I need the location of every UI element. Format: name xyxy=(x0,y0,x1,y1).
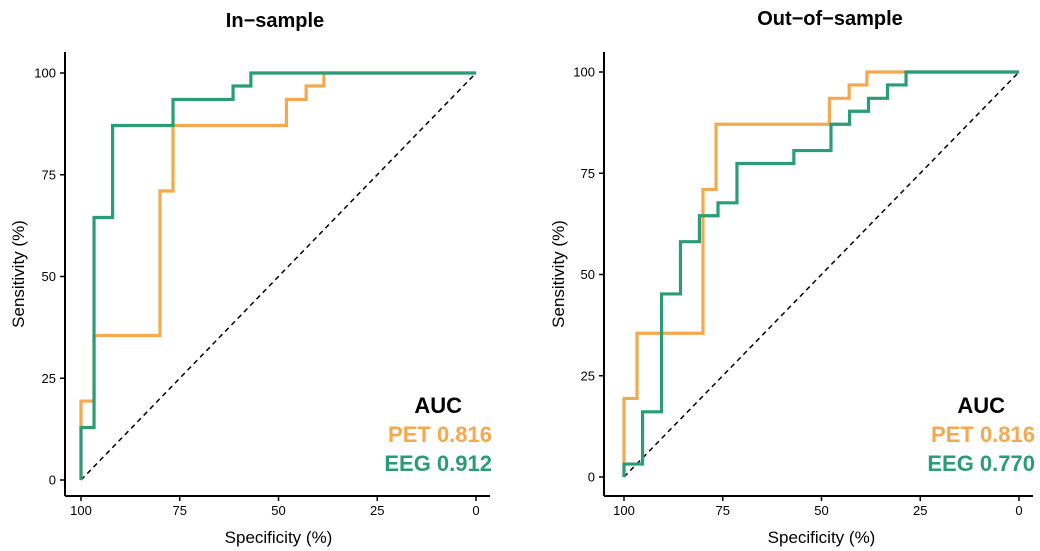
y-tick-label: 0 xyxy=(588,470,595,485)
y-axis-label: Sensitivity (%) xyxy=(9,220,28,328)
auc-legend-1: EEG 0.770 xyxy=(927,451,1035,476)
x-tick-label: 50 xyxy=(814,503,828,518)
x-tick-label: 0 xyxy=(1015,503,1022,518)
y-tick-label: 25 xyxy=(581,368,595,383)
roc-curve-pet xyxy=(622,70,1019,477)
x-tick-label: 100 xyxy=(613,503,635,518)
x-tick-label: 0 xyxy=(472,503,479,518)
roc-panel-1: In−sample 0 25 50 75 100 100 75 50 25 0 Specificity… xyxy=(9,10,492,547)
x-tick-label: 25 xyxy=(913,503,927,518)
roc-panel-2: Out−of−sample 0 25 50 75 100 100 75 50 25 0 Specifi… xyxy=(549,8,1035,547)
y-tick-label: 0 xyxy=(49,473,56,488)
chance-diagonal xyxy=(623,71,1020,478)
x-tick-label: 25 xyxy=(370,503,384,518)
x-tick-label: 75 xyxy=(716,503,730,518)
y-tick-label: 100 xyxy=(573,65,595,80)
roc-curve-eeg xyxy=(79,71,476,480)
x-tick-label: 50 xyxy=(271,503,285,518)
x-tick-label: 100 xyxy=(70,503,92,518)
y-tick-label: 25 xyxy=(42,371,56,386)
y-tick-label: 50 xyxy=(581,267,595,282)
y-tick-label: 50 xyxy=(42,269,56,284)
y-tick-label: 75 xyxy=(581,166,595,181)
panel-title: Out−of−sample xyxy=(757,8,903,30)
roc-curve-eeg xyxy=(622,70,1019,477)
y-axis-label: Sensitivity (%) xyxy=(549,220,568,328)
y-tick-label: 100 xyxy=(34,66,56,81)
x-axis-label: Specificity (%) xyxy=(225,528,333,547)
chance-diagonal xyxy=(80,72,477,481)
auc-heading: AUC xyxy=(957,393,1005,418)
panel-title: In−sample xyxy=(226,10,324,32)
y-tick-label: 75 xyxy=(42,167,56,182)
auc-heading: AUC xyxy=(414,393,462,418)
x-tick-label: 75 xyxy=(173,503,187,518)
auc-legend-0: PET 0.816 xyxy=(388,422,492,447)
x-axis-label: Specificity (%) xyxy=(768,528,876,547)
auc-legend-0: PET 0.816 xyxy=(931,422,1035,447)
auc-legend-1: EEG 0.912 xyxy=(384,451,492,476)
